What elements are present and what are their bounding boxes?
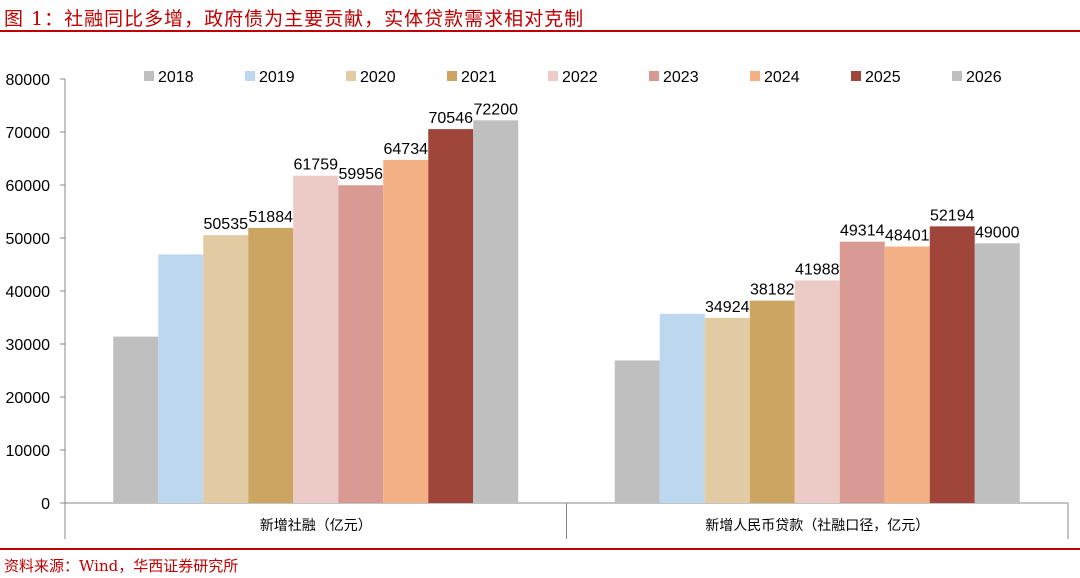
bar-chart: 0 10000 20000 30000 40000 50000 60000 70000 8000… [6, 69, 1069, 539]
legend-label-2025: 2025 [865, 69, 901, 86]
y-tick-label: 70000 [6, 125, 51, 142]
legend-label-2026: 2026 [966, 69, 1002, 86]
bar-2023-loans [839, 241, 885, 503]
y-tick-label: 50000 [6, 231, 51, 248]
y-tick-label: 10000 [6, 443, 51, 460]
bar-2025-loans [929, 226, 975, 503]
bar-2022-loans [794, 280, 840, 503]
bar-2023-tsf [338, 185, 384, 503]
data-label: 49314 [840, 223, 885, 240]
data-label: 72200 [474, 101, 519, 118]
data-label: 61759 [294, 157, 339, 174]
data-label: 49000 [975, 224, 1020, 241]
data-label: 59956 [339, 166, 384, 183]
bar-2026-tsf [473, 120, 519, 503]
bar-2018-loans [614, 360, 660, 503]
legend-swatch-2023 [649, 71, 659, 81]
y-tick-label: 20000 [6, 390, 51, 407]
data-label: 51884 [249, 209, 294, 226]
bar-2021-tsf [248, 228, 294, 503]
bar-2026-loans [974, 243, 1020, 504]
source-note: 资料来源：Wind，华西证券研究所 [4, 557, 239, 575]
legend-swatch-2020 [346, 71, 356, 81]
legend-label-2022: 2022 [562, 69, 598, 86]
legend-swatch-2026 [952, 71, 962, 81]
legend-swatch-2018 [144, 71, 154, 81]
y-tick-label: 30000 [6, 337, 51, 354]
legend-label-2021: 2021 [461, 69, 497, 86]
y-tick-label: 0 [41, 496, 50, 513]
data-label: 38182 [750, 282, 795, 299]
legend-label-2023: 2023 [663, 69, 699, 86]
bar-2020-tsf [203, 235, 249, 504]
legend-label-2019: 2019 [259, 69, 295, 86]
legend-label-2018: 2018 [158, 69, 194, 86]
source-rule [0, 548, 1080, 550]
legend-label-2024: 2024 [764, 69, 800, 86]
data-label: 52194 [930, 207, 975, 224]
bar-2019-loans [659, 313, 705, 503]
bar-2021-loans [749, 300, 795, 503]
legend-swatch-2019 [245, 71, 255, 81]
bar-2020-loans [704, 317, 750, 503]
y-tick-label: 80000 [6, 72, 51, 89]
y-tick-label: 40000 [6, 284, 51, 301]
x-category-label: 新增人民币贷款（社融口径，亿元） [705, 518, 929, 534]
x-category-label: 新增社融（亿元） [260, 518, 372, 534]
legend-swatch-2024 [750, 71, 760, 81]
bar-2022-tsf [293, 175, 339, 503]
bar-2018-tsf [113, 336, 159, 503]
data-label: 50535 [204, 216, 249, 233]
bar-2019-tsf [158, 254, 204, 503]
legend-swatch-2021 [447, 71, 457, 81]
data-label: 34924 [705, 299, 750, 316]
data-label: 48401 [885, 227, 930, 244]
legend-label-2020: 2020 [360, 69, 396, 86]
data-label: 64734 [384, 141, 429, 158]
bar-2024-tsf [383, 159, 429, 504]
data-label: 41988 [795, 261, 840, 278]
legend-swatch-2025 [851, 71, 861, 81]
legend-swatch-2022 [548, 71, 558, 81]
bar-2024-loans [884, 246, 930, 503]
y-tick-label: 60000 [6, 178, 51, 195]
title-rule [0, 30, 1080, 32]
bar-2025-tsf [428, 129, 474, 503]
figure-title: 图 1：社融同比多增，政府债为主要贡献，实体贷款需求相对克制 [4, 8, 585, 30]
data-label: 70546 [429, 110, 474, 127]
